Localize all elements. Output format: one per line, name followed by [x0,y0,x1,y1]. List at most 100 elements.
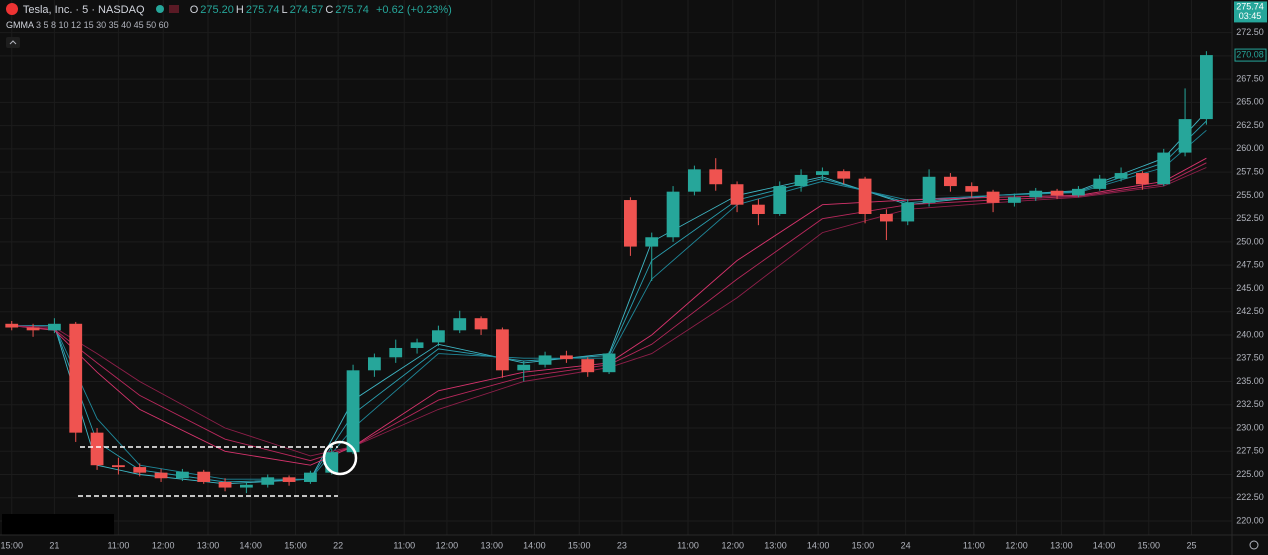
x-tick-label: 15:00 [852,540,875,550]
current-time: 03:45 [1239,11,1262,21]
x-tick-label: 12:00 [1005,540,1028,550]
logo [6,3,18,15]
candle-body [5,323,19,328]
x-tick-label: 14:00 [1093,540,1116,550]
candle-body [965,186,979,192]
candle-body [1114,173,1128,179]
y-tick-label: 232.50 [1236,399,1264,409]
candle-body [837,171,851,179]
ohlc-value: 275.74 [245,4,280,16]
candle-body [1200,55,1213,120]
y-tick-label: 242.50 [1236,306,1264,316]
candle-body [176,471,189,479]
y-tick-label: 230.00 [1236,422,1264,432]
y-tick-label: 252.50 [1236,213,1264,223]
candle-body [986,191,1000,203]
grid [0,0,1232,535]
x-tick-label: 13:00 [1050,540,1073,550]
gmma-line [11,167,1207,457]
x-tick-label: 11:00 [677,540,699,550]
indicator-legend: GMMA 3 5 8 10 12 15 30 35 40 45 50 60 [6,20,169,30]
candle-body [517,364,531,371]
y-tick-label: 227.50 [1236,446,1264,456]
candle-body [282,477,296,482]
candle-body [730,184,744,205]
candle-body [858,178,872,214]
candle-body [752,204,765,214]
candle-body [368,357,381,371]
gmma-line [11,129,1207,480]
candle-body [538,355,552,365]
change: +0.62 (+0.23%) [375,4,452,16]
candle-body [218,481,232,488]
x-tick-label: 25 [1186,540,1196,550]
candle-body [389,347,403,358]
candle-body [69,323,83,433]
candle-body [645,237,659,247]
candle-body [1093,178,1107,189]
candle-body [560,355,573,360]
candle-body [1029,190,1043,198]
candle-body [1072,188,1085,196]
y-tick-label: 262.50 [1236,120,1264,130]
overlay-box [2,514,114,535]
status-dot [155,5,164,13]
candle-body [90,432,104,466]
ohlc-value: 275.74 [335,4,369,16]
x-tick-label: 12:00 [436,540,459,550]
y-tick-label: 220.00 [1236,515,1264,525]
candles [5,51,1213,494]
y-tick-label: 222.50 [1236,492,1264,502]
candle-body [880,214,893,222]
x-tick-label: 13:00 [764,540,787,550]
candle-body [688,169,701,192]
candle-body [901,202,915,222]
candle-body [794,174,808,187]
candle-body [773,186,787,214]
candle-body [1157,152,1171,185]
y-tick-label: 267.50 [1236,73,1264,83]
candle-body [346,370,360,453]
candle-body [1050,190,1064,196]
x-tick-label: 15:00 [568,540,591,550]
y-tick-label: 257.50 [1236,167,1264,177]
marker-price-box [1234,48,1267,62]
gmma-line [11,157,1207,466]
x-tick-label: 23 [617,540,627,550]
candle-body [709,169,723,185]
candle-body [1008,197,1021,203]
x-tick-label: 13:00 [480,540,503,550]
gmma-line [11,162,1207,462]
candle-body [1178,119,1192,153]
marker-price: 270.08 [1236,49,1264,59]
candle-body [666,191,680,238]
candle-body [453,318,467,331]
y-tick-label: 250.00 [1236,236,1264,246]
candle-body [432,330,445,343]
candle-body [816,171,829,175]
y-tick-label: 240.00 [1236,329,1264,339]
x-tick-label: 15:00 [0,540,23,550]
x-tick-label: 24 [901,540,911,550]
header: Tesla, Inc. · 5 · NASDAQ O 275.20 H 275.74 L… [6,3,454,16]
candle-body [410,342,424,348]
y-tick-label: 245.00 [1236,283,1264,293]
candle-body [474,318,488,330]
symbol-title: Tesla, Inc. · 5 · NASDAQ [22,4,145,16]
candle-body [48,323,61,331]
x-tick-label: 15:00 [1138,540,1161,550]
candle-body [1136,173,1149,185]
candle-body [304,472,317,482]
y-tick-label: 225.00 [1236,469,1264,479]
y-tick-label: 235.00 [1236,376,1264,386]
candle-body [496,329,509,371]
current-price: 275.74 [1236,1,1264,11]
collapse-button[interactable] [6,37,20,48]
x-tick-label: 11:00 [393,540,415,550]
settings-icon[interactable] [1249,540,1259,550]
y-tick-label: 255.00 [1236,190,1264,200]
candle-body [197,471,211,482]
indicator-params: 3 5 8 10 12 15 30 35 40 45 50 60 [36,20,169,30]
